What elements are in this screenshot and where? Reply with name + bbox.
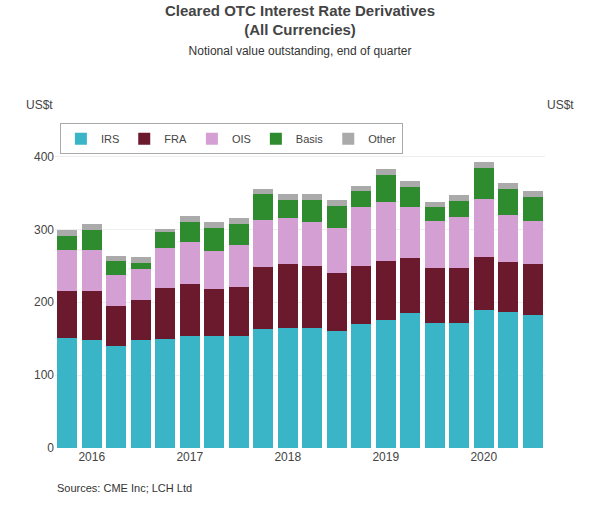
svg-text:2019: 2019 bbox=[372, 450, 399, 464]
svg-text:2018: 2018 bbox=[274, 450, 301, 464]
svg-text:2017: 2017 bbox=[176, 450, 203, 464]
svg-text:US$t: US$t bbox=[547, 98, 574, 112]
svg-text:Other: Other bbox=[368, 133, 396, 145]
svg-text:Basis: Basis bbox=[296, 133, 323, 145]
svg-text:Cleared OTC Interest Rate Deri: Cleared OTC Interest Rate Derivatives(Al… bbox=[165, 2, 435, 58]
svg-text:Sources: CME Inc; LCH Ltd: Sources: CME Inc; LCH Ltd bbox=[57, 482, 192, 494]
svg-text:FRA: FRA bbox=[164, 133, 187, 145]
svg-text:100: 100 bbox=[34, 368, 54, 382]
svg-text:300: 300 bbox=[34, 223, 54, 237]
svg-text:OIS: OIS bbox=[232, 133, 251, 145]
svg-text:IRS: IRS bbox=[101, 133, 119, 145]
svg-text:US$t: US$t bbox=[26, 98, 53, 112]
svg-text:0: 0 bbox=[47, 441, 54, 455]
svg-text:200: 200 bbox=[34, 295, 54, 309]
svg-text:2020: 2020 bbox=[470, 450, 497, 464]
svg-text:400: 400 bbox=[34, 150, 54, 164]
svg-text:2016: 2016 bbox=[78, 450, 105, 464]
